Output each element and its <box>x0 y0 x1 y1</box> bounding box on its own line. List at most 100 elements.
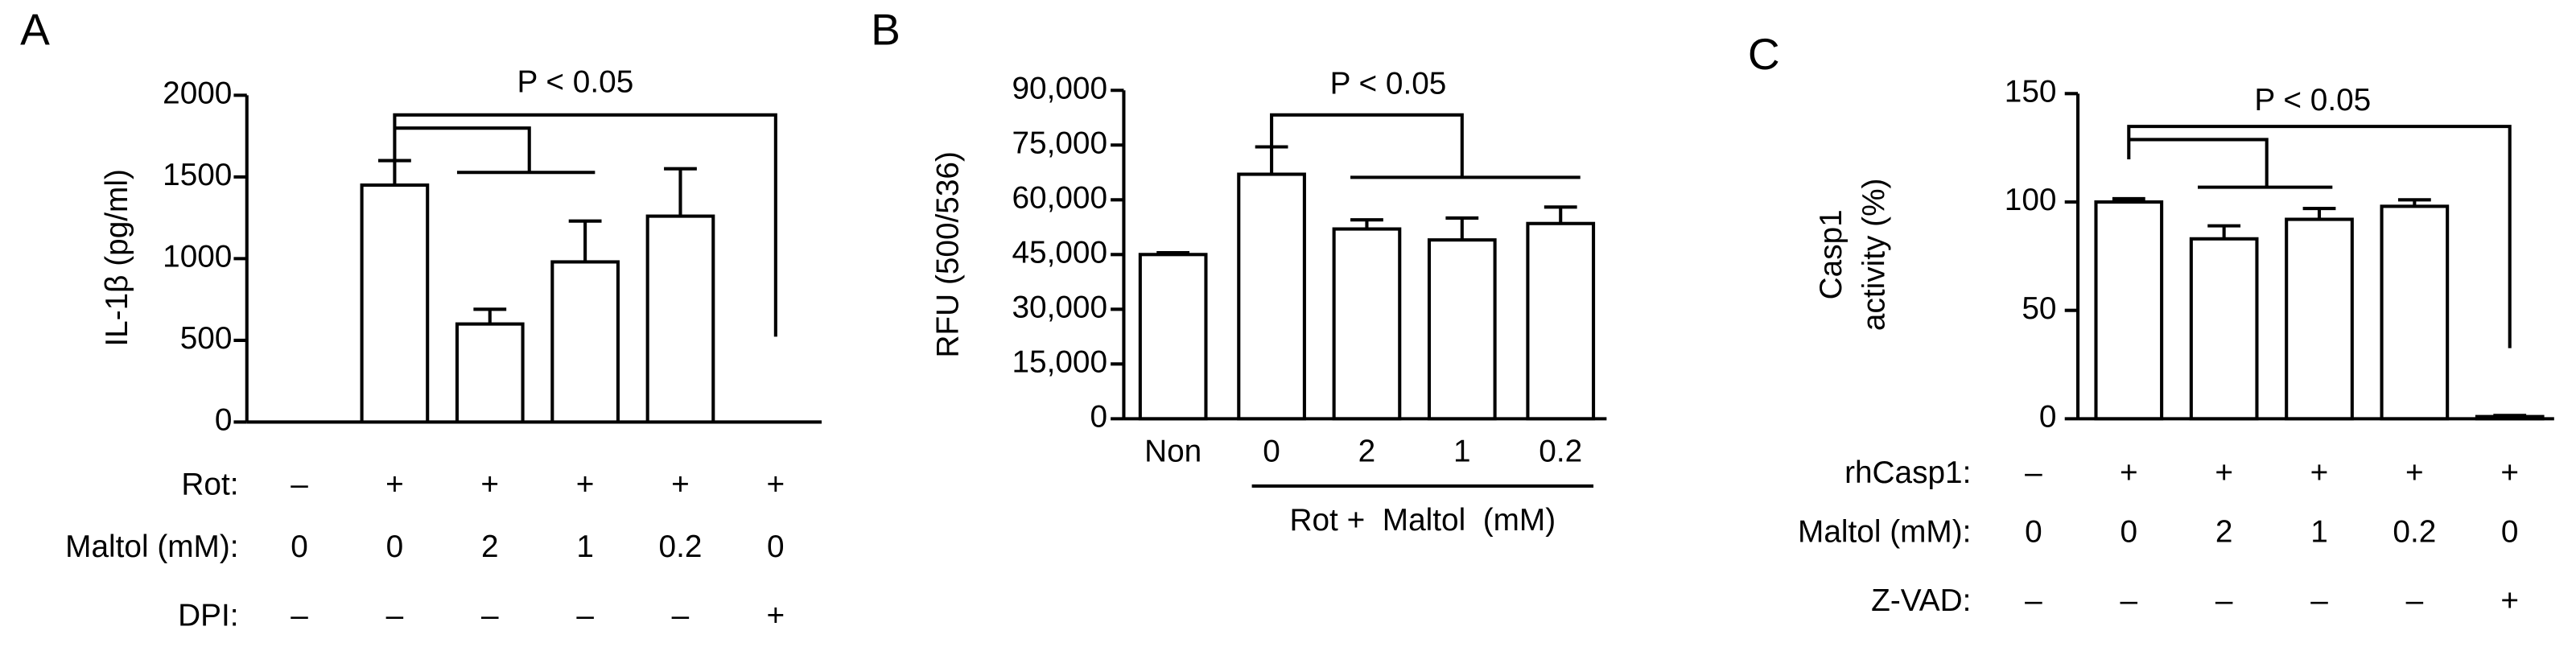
y-tick-label: 0 <box>1090 400 1107 435</box>
y-tick-label: 2000 <box>163 76 232 111</box>
y-tick-label: 100 <box>2005 183 2057 217</box>
y-axis-label: RFU (500/536) <box>930 151 965 357</box>
significance-bracket <box>394 126 531 173</box>
condition-value: + <box>2310 455 2329 490</box>
bar <box>2189 237 2259 421</box>
bar <box>1332 227 1402 421</box>
x-tick-label: 2 <box>1358 434 1376 468</box>
condition-value: 0.2 <box>2393 514 2436 549</box>
condition-value: + <box>2500 583 2519 618</box>
condition-value: + <box>2120 455 2138 490</box>
y-tick-label: 150 <box>2005 75 2057 109</box>
x-tick-label: 1 <box>1453 434 1471 468</box>
bar <box>1237 172 1306 421</box>
y-tick-label: 0 <box>2039 400 2057 435</box>
panel-label: A <box>20 4 50 54</box>
condition-value: 0 <box>386 530 404 564</box>
y-tick-label: 90,000 <box>1012 71 1107 105</box>
condition-value: + <box>480 467 499 501</box>
significance-label: P < 0.05 <box>1330 66 1447 101</box>
condition-value: + <box>671 467 690 501</box>
condition-value: + <box>767 467 785 501</box>
x-tick-label: 0 <box>1263 434 1280 468</box>
error-bar <box>1255 145 1288 175</box>
y-tick-label: 0 <box>215 403 233 438</box>
condition-value: – <box>291 599 308 633</box>
y-tick-label: 45,000 <box>1012 236 1107 270</box>
error-bar <box>1544 205 1577 224</box>
bar <box>2094 200 2164 421</box>
y-tick-label: 15,000 <box>1012 345 1107 380</box>
condition-value: 0 <box>2501 514 2519 549</box>
condition-label: Rot: <box>181 467 238 501</box>
condition-value: 2 <box>2215 514 2233 549</box>
bar <box>645 214 715 424</box>
condition-value: – <box>2310 583 2328 618</box>
group-label: Rot + Maltol (mM) <box>1290 503 1556 538</box>
error-bar <box>568 219 602 262</box>
bar <box>455 322 525 424</box>
condition-value: – <box>2121 583 2138 618</box>
condition-value: + <box>2500 455 2519 490</box>
condition-value: – <box>2025 455 2042 490</box>
condition-value: 2 <box>481 530 499 564</box>
bar <box>2380 204 2450 421</box>
y-tick-label: 1500 <box>163 158 232 192</box>
condition-value: + <box>576 467 595 501</box>
condition-value: + <box>767 599 785 633</box>
condition-value: 1 <box>2310 514 2328 549</box>
condition-value: 0 <box>291 530 308 564</box>
y-axis-label: Casp1 <box>1814 209 1849 299</box>
condition-value: – <box>576 599 594 633</box>
significance-bracket <box>2129 138 2269 188</box>
error-bar <box>1445 216 1479 241</box>
y-tick-label: 500 <box>180 321 233 356</box>
significance-label: P < 0.05 <box>2254 83 2371 117</box>
condition-value: 0 <box>767 530 785 564</box>
y-tick-label: 1000 <box>163 240 232 274</box>
condition-value: – <box>386 599 404 633</box>
condition-label: Maltol (mM): <box>65 530 238 564</box>
condition-value: + <box>2405 455 2424 490</box>
condition-label: rhCasp1: <box>1844 455 1971 490</box>
condition-value: + <box>385 467 404 501</box>
condition-label: DPI: <box>178 599 238 633</box>
condition-value: – <box>2406 583 2424 618</box>
error-bar <box>2302 207 2336 220</box>
error-bar <box>2112 196 2145 202</box>
error-bar <box>2207 224 2241 239</box>
bar <box>1526 221 1596 421</box>
significance-bracket <box>1270 113 1464 178</box>
condition-value: 0 <box>2025 514 2042 549</box>
error-bar <box>664 167 697 216</box>
bar <box>1427 238 1497 421</box>
condition-value: – <box>481 599 499 633</box>
y-tick-label: 30,000 <box>1012 291 1107 325</box>
condition-value: – <box>672 599 690 633</box>
condition-label: Z-VAD: <box>1871 583 1971 618</box>
y-tick-label: 75,000 <box>1012 126 1107 160</box>
error-bar <box>1350 218 1383 229</box>
error-bar <box>378 159 411 186</box>
error-bar <box>2493 414 2527 418</box>
error-bar <box>473 307 507 324</box>
panel-label: C <box>1748 29 1780 79</box>
bar <box>360 183 430 424</box>
y-tick-label: 60,000 <box>1012 181 1107 216</box>
bar <box>2285 217 2354 421</box>
y-tick-label: 50 <box>2022 291 2056 326</box>
panel-label: B <box>871 4 901 54</box>
bar <box>1138 253 1208 421</box>
condition-value: – <box>2215 583 2233 618</box>
bar <box>550 260 620 424</box>
condition-value: + <box>2215 455 2233 490</box>
x-tick-label: 0.2 <box>1539 434 1582 468</box>
condition-value: 0.2 <box>659 530 703 564</box>
condition-value: – <box>291 467 308 501</box>
y-axis-label: activity (%) <box>1857 179 1891 332</box>
error-bar <box>1156 250 1190 255</box>
significance-bracket <box>2127 125 2512 348</box>
condition-value: – <box>2025 583 2042 618</box>
